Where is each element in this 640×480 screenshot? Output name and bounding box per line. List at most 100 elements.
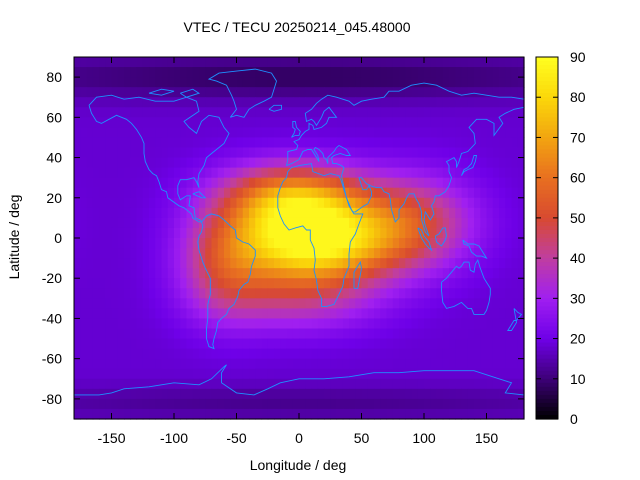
heatmap-cell [192,238,200,249]
colorbar-step [536,258,558,263]
heatmap-cell [355,408,363,420]
heatmap-cell [192,278,200,289]
heatmap-cell [186,137,194,149]
heatmap-cell [205,368,213,380]
heatmap-cell [424,288,431,299]
colorbar-step [536,386,558,392]
heatmap-cell [380,328,388,340]
heatmap-cell [392,197,400,209]
colorbar-step [536,274,558,279]
heatmap-cell [224,388,231,400]
heatmap-cell [386,127,394,139]
heatmap-cell [417,157,425,169]
heatmap-cell [349,308,356,320]
heatmap-cell [161,127,169,139]
heatmap-cell [399,137,406,149]
heatmap-cell [411,368,419,380]
heatmap-cell [74,358,81,370]
heatmap-cell [217,127,225,139]
heatmap-cell [230,217,238,229]
heatmap-cell [380,268,388,279]
heatmap-cell [405,328,413,340]
heatmap-cell [349,318,356,330]
heatmap-cell [392,177,400,189]
heatmap-cell [367,167,375,179]
heatmap-cell [224,288,231,299]
colorbar-step [536,161,558,167]
heatmap-cell [317,147,325,159]
heatmap-cell [361,227,369,239]
heatmap-cell [517,328,525,340]
heatmap-cell [255,177,263,189]
heatmap-cell [317,217,325,229]
heatmap-cell [392,318,400,330]
heatmap-cell [205,308,213,320]
heatmap-cell [405,197,413,209]
colorbar-step [536,201,558,207]
heatmap-cell [286,348,294,360]
heatmap-cell [130,207,138,219]
heatmap-cell [136,87,144,98]
heatmap-cell [317,87,325,98]
heatmap-cell [286,408,294,420]
heatmap-cell [174,248,181,259]
heatmap-cell [124,388,131,400]
heatmap-cell [242,57,250,68]
heatmap-cell [211,398,219,410]
heatmap-cell [342,207,350,219]
heatmap-cell [492,398,500,410]
heatmap-cell [117,157,125,169]
heatmap-cell [286,157,294,169]
heatmap-cell [261,358,269,370]
heatmap-cell [436,137,444,149]
heatmap-cell [211,368,219,380]
heatmap-cell [236,207,244,219]
heatmap-cell [224,408,231,420]
heatmap-cell [317,268,325,279]
heatmap-cell [511,368,519,380]
heatmap-cell [361,167,369,179]
heatmap-cell [74,318,81,330]
heatmap-cell [217,388,225,400]
heatmap-cell [149,298,156,309]
heatmap-cell [399,187,406,199]
heatmap-cell [286,238,294,249]
heatmap-cell [424,167,431,179]
coastline-path [268,104,282,112]
heatmap-cell [74,117,81,128]
heatmap-cell [361,268,369,279]
heatmap-cell [511,57,519,68]
heatmap-cell [217,398,225,410]
heatmap-cell [230,87,238,98]
heatmap-cell [374,388,381,400]
heatmap-cell [386,318,394,330]
heatmap-cell [274,398,281,410]
heatmap-cell [424,67,431,78]
heatmap-cell [286,318,294,330]
heatmap-cell [292,328,300,340]
heatmap-cell [186,197,194,209]
heatmap-cell [311,298,319,309]
heatmap-cell [186,268,194,279]
heatmap-cell [136,318,144,330]
heatmap-cell [424,408,431,420]
heatmap-cell [280,338,288,350]
heatmap-cell [517,378,525,390]
heatmap-cell [80,147,88,159]
heatmap-cell [355,87,363,98]
heatmap-cell [230,127,238,139]
heatmap-cell [324,87,331,98]
heatmap-cell [405,358,413,370]
heatmap-cell [180,328,188,340]
colorbar-step [536,209,558,215]
heatmap-cell [380,368,388,380]
heatmap-cell [99,77,106,88]
heatmap-cell [199,167,206,179]
heatmap-cell [374,157,381,169]
heatmap-cell [86,388,94,400]
heatmap-cell [149,67,156,78]
heatmap-cell [436,167,444,179]
heatmap-cell [424,298,431,309]
heatmap-cell [105,298,113,309]
heatmap-cell [392,278,400,289]
